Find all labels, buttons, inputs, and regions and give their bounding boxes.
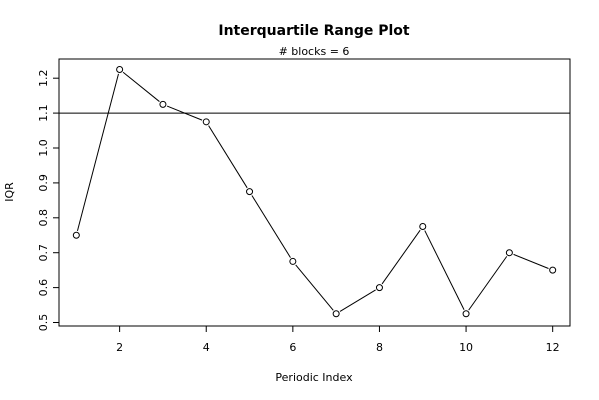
y-axis: 0.5 0.6 0.7 0.8 0.9 1.0 1.1 1.2 [37, 69, 59, 331]
y-tick-label: 1.0 [37, 139, 50, 157]
x-tick-label: 2 [116, 341, 123, 354]
series-segment [424, 230, 465, 310]
y-tick-label: 0.7 [37, 244, 50, 261]
x-axis: 2 4 6 8 10 12 [116, 326, 560, 354]
data-point [116, 65, 124, 73]
data-point [505, 249, 513, 257]
data-point [549, 266, 557, 274]
series-segment [468, 256, 508, 311]
data-point [375, 284, 383, 292]
x-tick-label: 4 [203, 341, 210, 354]
plot-frame [58, 58, 571, 327]
data-point [419, 223, 427, 231]
y-tick-label: 0.5 [37, 314, 50, 332]
x-tick-label: 8 [376, 341, 383, 354]
data-point [332, 310, 340, 318]
series-segment [251, 195, 291, 258]
data-point [289, 257, 297, 265]
data-point [246, 188, 254, 196]
chart-title: Interquartile Range Plot [218, 23, 410, 39]
y-tick-label: 0.8 [37, 209, 50, 227]
y-tick-label: 0.6 [37, 279, 50, 297]
series-segment [381, 229, 421, 285]
y-tick-label: 1.2 [37, 69, 50, 87]
y-tick-label: 1.1 [37, 104, 50, 122]
data-point [72, 231, 80, 239]
iqr-series [72, 65, 557, 318]
x-tick-label: 6 [289, 341, 296, 354]
series-segment [122, 71, 160, 102]
series-segment [166, 105, 203, 121]
y-axis-label: IQR [3, 182, 16, 202]
chart-subtitle: # blocks = 6 [279, 45, 350, 58]
data-point [462, 310, 470, 318]
series-segment [76, 73, 119, 232]
series-segment [295, 264, 334, 311]
series-segment [513, 253, 549, 269]
y-tick-label: 0.9 [37, 174, 50, 192]
x-tick-label: 12 [546, 341, 560, 354]
series-segment [208, 125, 248, 189]
data-point [202, 118, 210, 126]
x-tick-label: 10 [459, 341, 473, 354]
x-axis-label: Periodic Index [275, 371, 353, 384]
series-segment [339, 289, 376, 312]
data-point [159, 100, 167, 108]
